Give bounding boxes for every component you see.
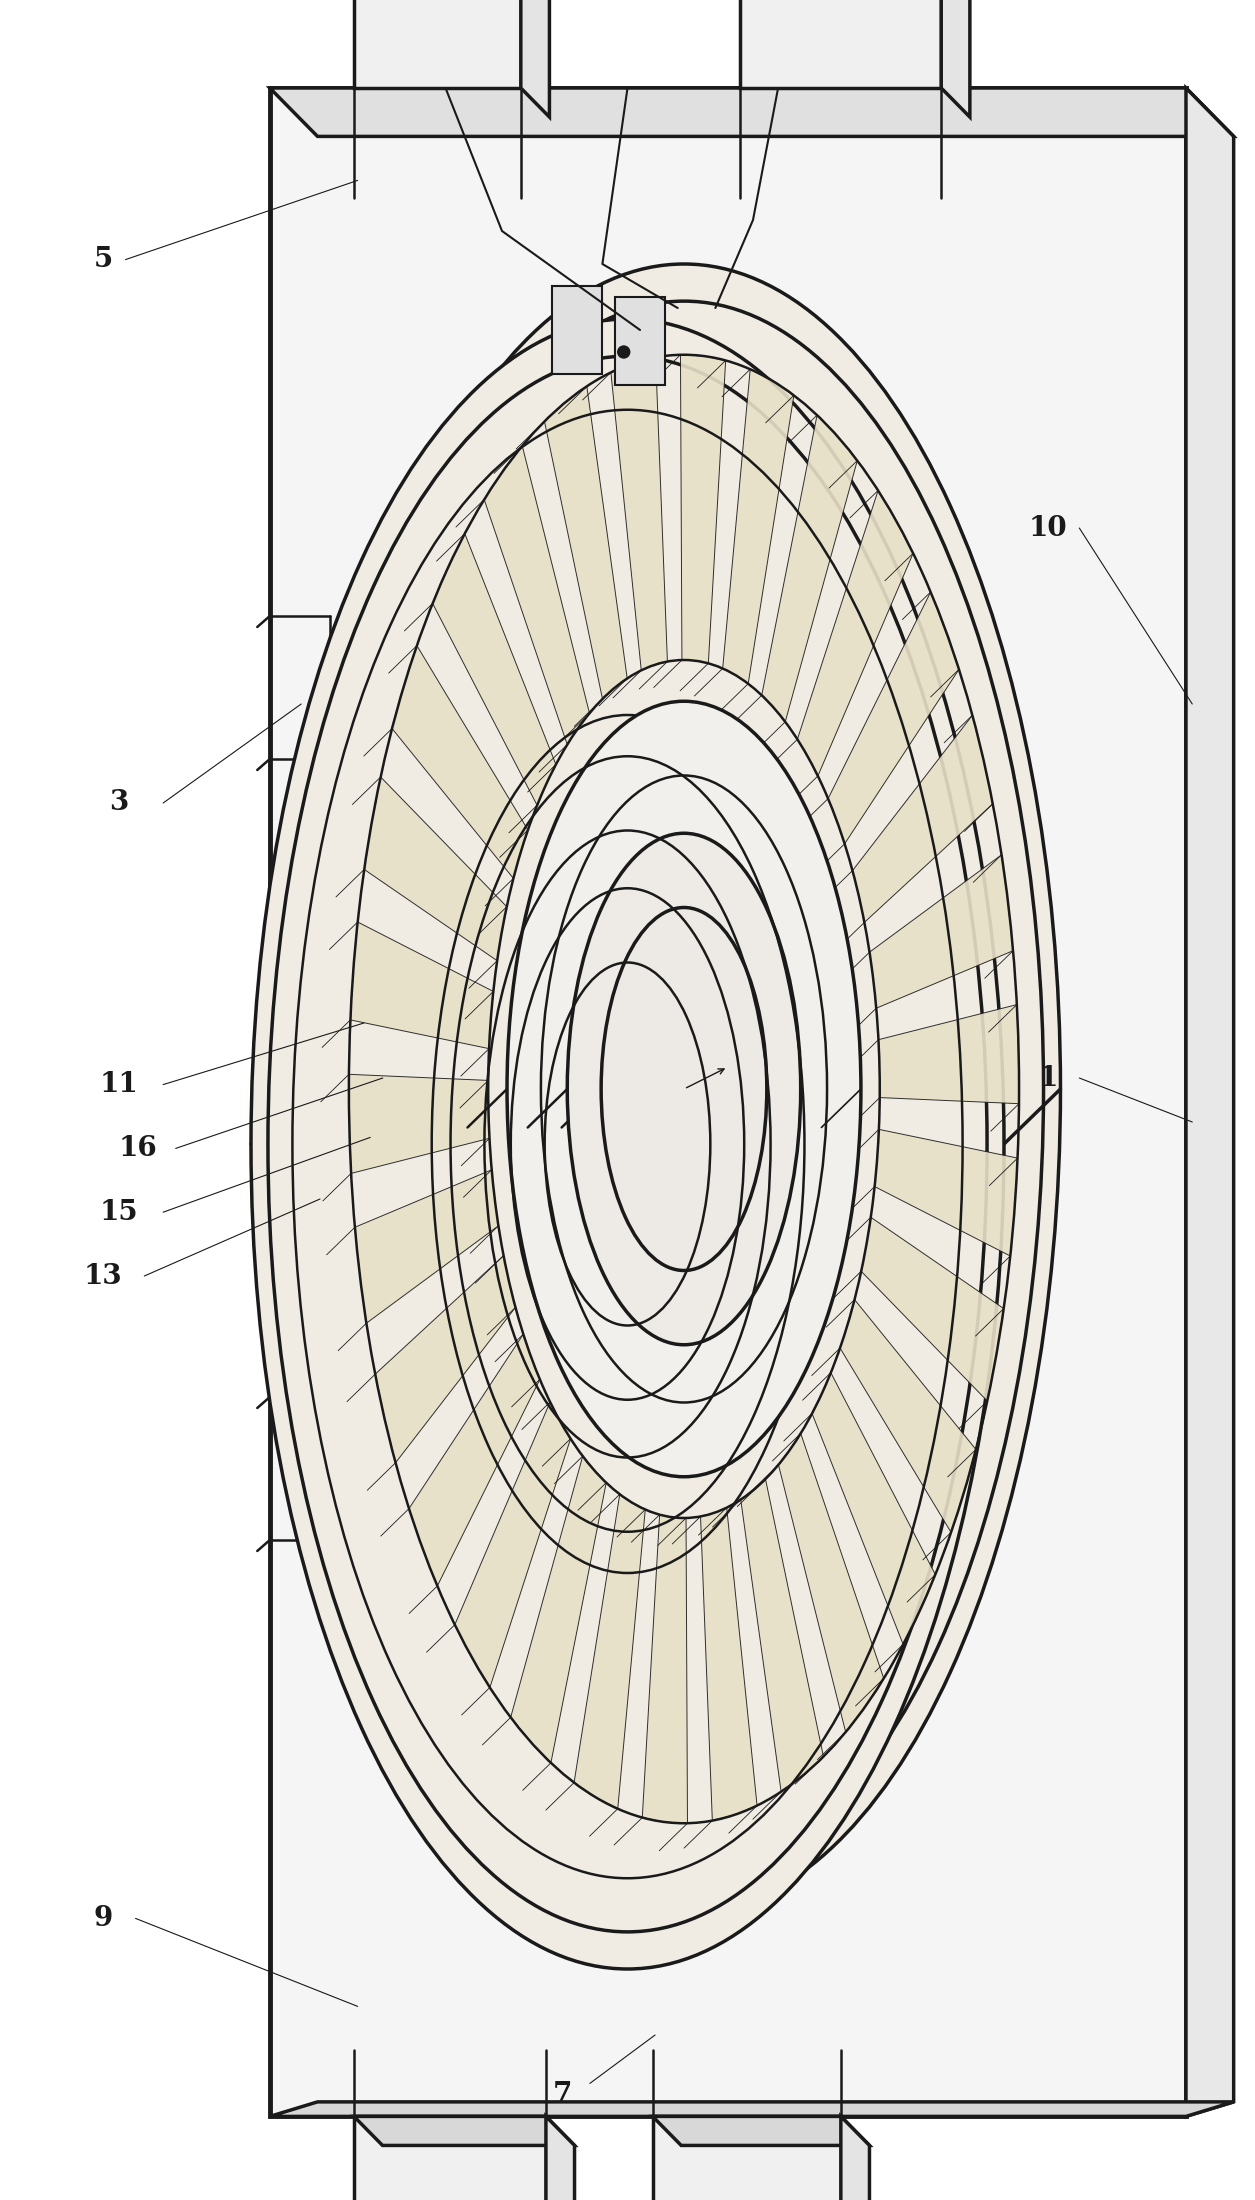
Ellipse shape — [601, 906, 767, 1272]
Ellipse shape — [567, 834, 801, 1344]
Polygon shape — [852, 715, 993, 922]
Polygon shape — [778, 1434, 884, 1731]
Polygon shape — [611, 356, 668, 671]
Polygon shape — [812, 1373, 935, 1643]
Polygon shape — [484, 447, 590, 744]
Polygon shape — [552, 286, 602, 374]
Polygon shape — [433, 535, 556, 805]
Polygon shape — [350, 922, 493, 1049]
Text: 11: 11 — [100, 1071, 138, 1098]
Polygon shape — [870, 856, 1013, 1008]
Text: 3: 3 — [109, 790, 129, 816]
Polygon shape — [545, 387, 628, 700]
Polygon shape — [740, 1478, 823, 1791]
Text: 13: 13 — [84, 1263, 122, 1289]
Text: 1: 1 — [1038, 1065, 1058, 1091]
Ellipse shape — [307, 264, 1060, 1914]
Polygon shape — [941, 0, 970, 117]
Polygon shape — [270, 88, 1186, 2116]
Polygon shape — [574, 1494, 645, 1808]
Text: 9: 9 — [93, 1905, 113, 1932]
Polygon shape — [828, 592, 959, 845]
Polygon shape — [875, 1129, 1018, 1256]
Polygon shape — [1186, 88, 1234, 2116]
Polygon shape — [643, 1514, 688, 1824]
Polygon shape — [615, 297, 665, 385]
Polygon shape — [354, 2116, 546, 2200]
Polygon shape — [364, 777, 507, 961]
Text: 15: 15 — [100, 1199, 138, 1225]
Text: 5: 5 — [93, 246, 113, 273]
Polygon shape — [653, 2116, 870, 2145]
Circle shape — [617, 345, 630, 359]
Polygon shape — [841, 2116, 870, 2200]
Polygon shape — [797, 491, 914, 777]
Text: 10: 10 — [1029, 515, 1067, 541]
Polygon shape — [521, 0, 550, 117]
Polygon shape — [861, 1217, 1004, 1401]
Polygon shape — [700, 1507, 757, 1822]
Polygon shape — [354, 2116, 575, 2145]
Ellipse shape — [507, 702, 861, 1476]
Polygon shape — [392, 645, 528, 878]
Ellipse shape — [541, 777, 827, 1404]
Polygon shape — [653, 2116, 841, 2200]
Polygon shape — [354, 0, 521, 88]
Polygon shape — [723, 370, 794, 684]
Text: 16: 16 — [119, 1135, 157, 1162]
Polygon shape — [270, 88, 1234, 136]
Polygon shape — [355, 1170, 498, 1322]
Polygon shape — [762, 416, 857, 722]
Polygon shape — [270, 2101, 1234, 2116]
Polygon shape — [511, 1456, 606, 1762]
Polygon shape — [740, 0, 941, 88]
Text: 7: 7 — [552, 2081, 572, 2108]
Polygon shape — [840, 1300, 976, 1533]
Polygon shape — [454, 1401, 571, 1687]
Polygon shape — [349, 1074, 489, 1173]
Polygon shape — [409, 1333, 540, 1586]
Polygon shape — [375, 1256, 516, 1463]
Polygon shape — [680, 354, 725, 664]
Polygon shape — [878, 1005, 1019, 1104]
Ellipse shape — [251, 319, 1004, 1969]
Polygon shape — [546, 2116, 575, 2200]
